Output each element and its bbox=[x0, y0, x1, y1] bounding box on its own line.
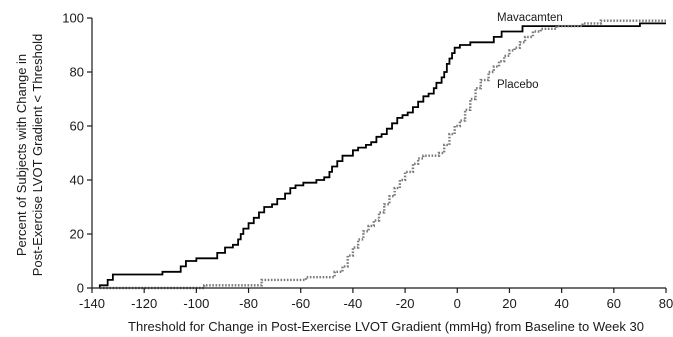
series-line-placebo bbox=[99, 19, 666, 290]
y-tick-label: 40 bbox=[70, 173, 84, 188]
y-tick-label: 80 bbox=[70, 65, 84, 80]
series-layer bbox=[98, 19, 666, 290]
y-tick-label: 0 bbox=[77, 281, 84, 296]
x-tick-label: 80 bbox=[659, 296, 673, 311]
x-tick-label: -20 bbox=[396, 296, 415, 311]
y-tick-label: 100 bbox=[62, 11, 84, 26]
y-axis-title-line-2: Post-Exercise LVOT Gradient < Threshold bbox=[30, 34, 45, 276]
x-tick-label: 60 bbox=[607, 296, 621, 311]
y-tick-label: 20 bbox=[70, 227, 84, 242]
x-tick-label: -120 bbox=[131, 296, 157, 311]
x-tick-label: 0 bbox=[454, 296, 461, 311]
x-tick-label: -140 bbox=[79, 296, 105, 311]
x-axis-title: Threshold for Change in Post-Exercise LV… bbox=[128, 319, 644, 334]
x-tick-label: -100 bbox=[183, 296, 209, 311]
x-tick-label: -40 bbox=[344, 296, 363, 311]
axes-layer bbox=[91, 18, 666, 289]
series-line-mavacamten bbox=[98, 22, 666, 288]
x-tick-label: 40 bbox=[554, 296, 568, 311]
x-tick-label: 20 bbox=[502, 296, 516, 311]
ticks-layer: -140 -120 -100 -80 -60 -40 -20 0 20 40 60 80 0 20 40 60… bbox=[62, 11, 673, 312]
y-tick-label: 60 bbox=[70, 119, 84, 134]
series-label-mavacamten: Mavacamten bbox=[497, 12, 563, 24]
series-label-placebo: Placebo bbox=[497, 79, 539, 91]
x-tick-label: -60 bbox=[291, 296, 310, 311]
x-tick-label: -80 bbox=[239, 296, 258, 311]
labels-layer: Mavacamten Placebo Threshold for Change … bbox=[14, 12, 644, 334]
y-axis-title-line-1: Percent of Subjects with Change in bbox=[14, 54, 29, 256]
